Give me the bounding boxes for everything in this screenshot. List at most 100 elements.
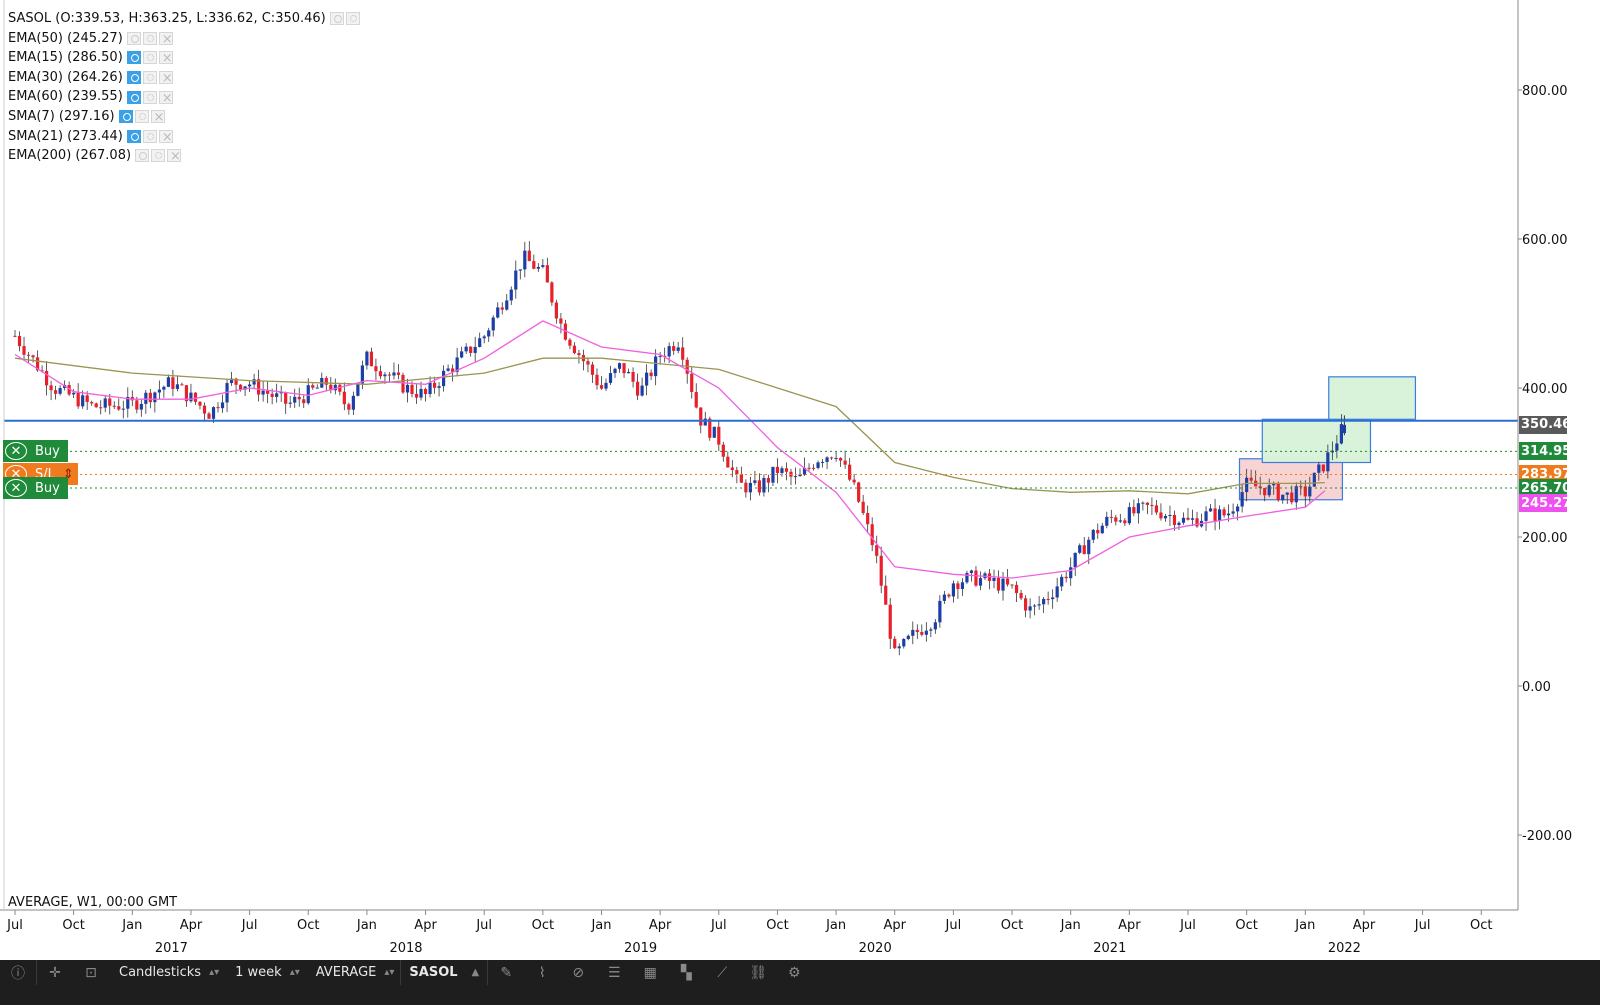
candle-up (1042, 598, 1046, 605)
gear-icon[interactable] (142, 51, 157, 65)
candle-up (175, 384, 180, 389)
candle-up (482, 336, 486, 339)
close-icon[interactable]: ✕ (5, 442, 27, 461)
price-chart[interactable]: 800.00 600.00 400.00 200.00 0.00 -200.00 Jul Oc… (0, 0, 1600, 960)
eye-icon[interactable] (126, 31, 141, 45)
axis-price-tag: 265.70 (1519, 479, 1572, 498)
candle-down (1005, 578, 1010, 585)
candle-up (897, 646, 901, 649)
chart-type-select[interactable]: Candlesticks ▴▾ (113, 960, 225, 985)
close-icon[interactable] (167, 147, 182, 167)
hide-icon[interactable]: ⊘ (572, 964, 585, 981)
gear-icon[interactable] (134, 110, 149, 124)
indicator-label: EMA(60) (239.55) (8, 89, 123, 105)
candle-up (793, 476, 798, 478)
trade-zone-rect (1328, 376, 1417, 420)
close-icon[interactable] (158, 30, 173, 49)
candle-up (81, 395, 85, 407)
layers-icon[interactable]: ▚ (680, 964, 692, 981)
candle-down (1123, 520, 1127, 524)
gear-icon[interactable] (345, 12, 360, 26)
candle-up (825, 457, 829, 462)
candle-down (717, 426, 721, 445)
close-icon[interactable] (158, 49, 173, 69)
indicator-label: EMA(15) (286.50) (8, 50, 123, 66)
close-icon[interactable] (158, 89, 173, 108)
gear-icon[interactable] (142, 129, 157, 143)
candle-down (184, 385, 189, 402)
candle-up (306, 385, 310, 404)
link-icon[interactable]: ⛓ (749, 964, 768, 981)
buy-order-tag[interactable]: ✕ Buy (3, 477, 68, 500)
candle-up (1342, 424, 1346, 434)
candle-up (464, 346, 468, 352)
candle-down (577, 353, 581, 356)
candle-down (1096, 529, 1100, 534)
crosshair-icon[interactable]: ✛ (49, 964, 61, 981)
gear-icon[interactable] (142, 31, 157, 45)
candle-down (807, 467, 811, 469)
crop-icon[interactable]: ⊡ (85, 964, 97, 981)
timeframe-select[interactable]: 1 week ▴▾ (229, 960, 306, 985)
candle-up (166, 377, 170, 387)
candle-down (180, 384, 184, 386)
candle-down (193, 392, 198, 402)
candle-down (1023, 598, 1028, 611)
candle-up (1236, 506, 1240, 512)
candle-down (410, 384, 414, 394)
candle-up (924, 630, 928, 635)
candle-down (342, 391, 346, 405)
candle-down (974, 570, 978, 586)
buy-order-tag[interactable]: ✕ Buy (3, 440, 68, 463)
indicator-row: EMA(50) (245.27) (8, 29, 360, 49)
grid-icon[interactable]: ▦ (643, 964, 657, 981)
candle-up (229, 378, 234, 384)
candle-down (1299, 486, 1303, 488)
x-tick-label: Jan (356, 918, 377, 933)
axis-price-tag: 314.95 (1519, 442, 1572, 461)
x-tick-label: Jul (241, 918, 258, 933)
candle-down (1109, 516, 1113, 518)
close-icon[interactable] (158, 69, 173, 89)
close-icon[interactable] (150, 108, 165, 128)
y-tick-label: 400.00 (1522, 382, 1568, 397)
candle-down (568, 339, 572, 346)
drag-handle-icon[interactable]: ⇕ (62, 466, 74, 482)
list-icon[interactable]: ☰ (607, 964, 621, 981)
candle-down (297, 396, 301, 400)
eye-icon[interactable] (329, 12, 344, 26)
candle-down (35, 357, 40, 371)
gear-icon[interactable] (142, 90, 157, 104)
pencil-icon[interactable]: ✎ (500, 964, 513, 981)
brush-icon[interactable]: ⌇ (538, 964, 546, 981)
candle-up (419, 388, 423, 398)
x-year-label: 2017 (155, 941, 188, 956)
close-icon[interactable] (158, 128, 173, 147)
y-tick-label: 800.00 (1522, 84, 1568, 99)
candle-up (211, 407, 216, 419)
candle-down (238, 384, 243, 390)
indicator-label: SMA(21) (273.44) (8, 128, 123, 144)
eye-icon[interactable] (126, 51, 141, 65)
gear-icon[interactable] (151, 149, 166, 163)
eye-icon[interactable] (118, 110, 133, 124)
price-source-select[interactable]: AVERAGE ▴▾ (310, 960, 401, 985)
info-icon[interactable]: ⓘ (11, 965, 25, 982)
line-icon[interactable]: ⟋ (717, 964, 728, 981)
eye-icon[interactable] (135, 149, 150, 163)
trade-zones (1238, 376, 1417, 501)
settings-icon[interactable]: ⚙ (787, 964, 801, 981)
symbol-select[interactable]: SASOL ▲ (401, 960, 487, 985)
eye-icon[interactable] (126, 129, 141, 143)
candle-down (730, 467, 734, 471)
candle-up (360, 365, 364, 384)
close-icon[interactable]: ✕ (5, 479, 27, 498)
x-tick-label: Apr (180, 918, 203, 933)
candle-down (694, 391, 698, 408)
eye-icon[interactable] (126, 71, 141, 85)
candle-up (1208, 508, 1213, 512)
eye-icon[interactable] (126, 90, 141, 104)
gear-icon[interactable] (142, 71, 157, 85)
candle-up (1312, 472, 1316, 487)
candle-down (369, 351, 374, 367)
